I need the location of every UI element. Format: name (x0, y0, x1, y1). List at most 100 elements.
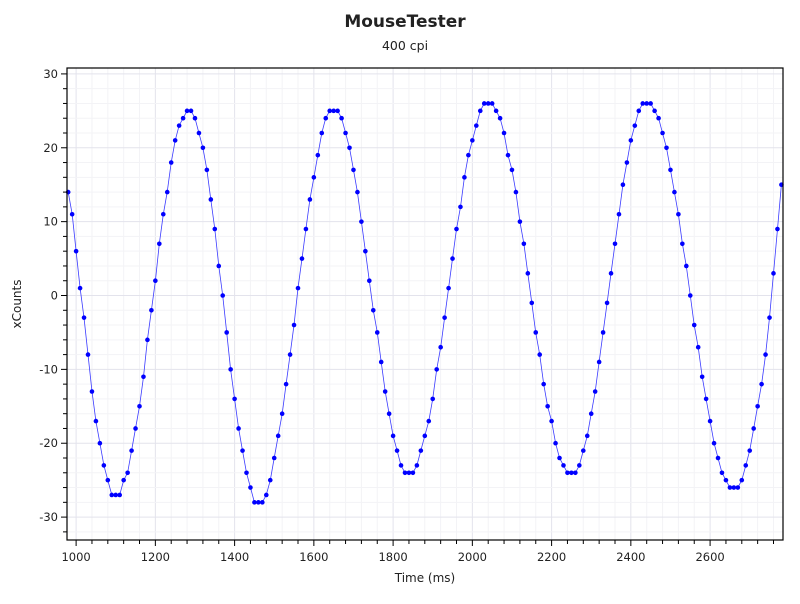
data-point (687, 293, 693, 298)
data-point (584, 433, 590, 439)
data-point (291, 322, 297, 328)
data-point (141, 374, 146, 380)
data-point (616, 211, 622, 217)
data-point (220, 293, 226, 298)
data-point (109, 492, 115, 498)
data-point (311, 175, 317, 180)
data-point (505, 152, 511, 158)
data-point (672, 189, 677, 195)
data-point (196, 130, 202, 136)
data-point (624, 160, 630, 165)
data-point (422, 433, 428, 439)
data-point (339, 115, 344, 121)
data-point (569, 470, 574, 476)
data-point (699, 374, 705, 380)
data-point (212, 226, 218, 232)
data-point (157, 241, 162, 247)
data-point (283, 381, 289, 387)
data-point (743, 463, 749, 468)
data-point (529, 300, 535, 306)
data-point (343, 130, 348, 136)
y-tick-label: -30 (39, 510, 58, 524)
data-point (97, 440, 103, 446)
data-point (446, 285, 451, 291)
data-point (137, 404, 142, 409)
data-point (256, 500, 261, 505)
data-point (133, 426, 138, 431)
data-point (271, 455, 277, 461)
data-point (367, 278, 372, 284)
data-point (751, 426, 756, 431)
data-point (224, 330, 229, 335)
data-point (160, 211, 166, 217)
data-point (188, 108, 194, 114)
data-point (735, 485, 741, 490)
data-point (351, 167, 356, 173)
data-point (208, 197, 214, 202)
data-point (684, 263, 689, 269)
x-tick-label: 2200 (537, 550, 566, 564)
data-point (93, 418, 99, 424)
data-point (525, 271, 531, 276)
data-point (533, 330, 539, 335)
data-point (731, 485, 737, 490)
data-point (164, 189, 170, 195)
data-point (264, 492, 269, 498)
data-point (474, 123, 479, 128)
data-point (608, 271, 614, 276)
data-point (553, 440, 558, 446)
data-point (374, 330, 380, 335)
y-tick-label: -20 (39, 436, 58, 450)
x-tick-label: 2600 (695, 550, 724, 564)
data-point (668, 167, 673, 173)
data-point (252, 500, 257, 505)
data-point (125, 470, 130, 476)
data-point (628, 138, 634, 143)
data-point (612, 241, 618, 247)
data-point (390, 433, 396, 439)
data-point (561, 463, 566, 468)
data-point (497, 115, 503, 121)
data-point (759, 381, 764, 387)
data-point (775, 226, 780, 232)
data-point (470, 138, 475, 143)
data-point (89, 389, 95, 394)
data-point (660, 130, 665, 136)
data-point (382, 389, 388, 394)
x-axis-label: Time (ms) (394, 571, 456, 585)
axes: 1000 1200 1400 1600 1800 2000 2200 2400 2600 -30 -… (39, 67, 774, 564)
data-point (236, 426, 241, 431)
data-point (69, 211, 75, 217)
data-point (287, 352, 293, 357)
data-point (299, 256, 305, 261)
data-point (303, 226, 309, 232)
data-point (267, 477, 273, 483)
data-point (588, 411, 594, 416)
data-point (248, 485, 253, 490)
data-point (240, 448, 245, 453)
data-point (509, 167, 515, 173)
data-point (402, 470, 408, 476)
data-point (295, 285, 301, 291)
data-point (331, 108, 336, 114)
data-point (438, 344, 443, 350)
data-point (105, 477, 111, 483)
x-tick-label: 2400 (616, 550, 645, 564)
data-point (604, 300, 610, 306)
data-point (656, 115, 661, 121)
data-point (279, 411, 285, 416)
data-point (691, 322, 697, 328)
x-tick-label: 1800 (378, 550, 407, 564)
data-point (378, 359, 384, 365)
chart-title: MouseTester (344, 12, 466, 32)
data-point (414, 463, 420, 468)
data-point (192, 115, 198, 121)
data-point (355, 189, 360, 195)
data-point (727, 485, 733, 490)
data-point (323, 115, 329, 121)
data-point (763, 352, 768, 357)
data-point (545, 404, 550, 409)
data-point (664, 145, 669, 151)
y-tick-label: 30 (43, 67, 58, 81)
